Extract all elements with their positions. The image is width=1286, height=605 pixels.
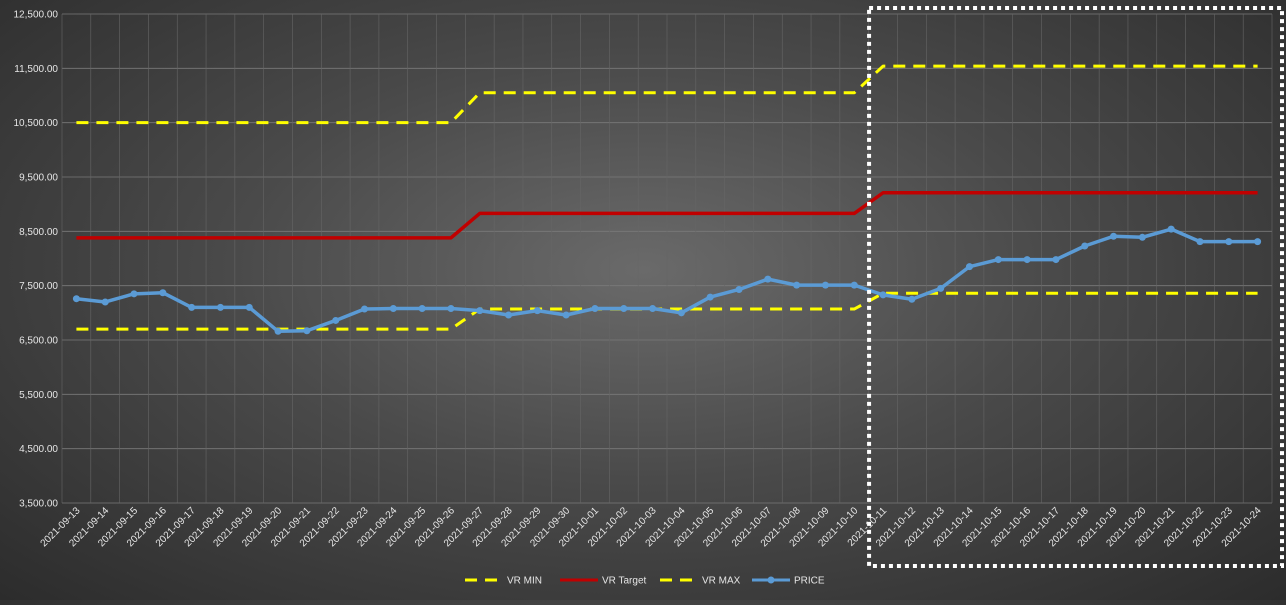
price-point: [447, 304, 455, 312]
price-point: [361, 305, 368, 313]
price-point: [476, 307, 484, 315]
price-point: [994, 256, 1002, 264]
price-point: [533, 307, 541, 315]
price-point: [562, 311, 570, 319]
price-point: [821, 281, 829, 289]
legend-label: PRICE: [794, 576, 825, 587]
highlight-box: [867, 6, 1284, 568]
price-point: [1225, 238, 1233, 246]
y-tick-label: 11,500.00: [14, 64, 58, 75]
price-point: [1110, 232, 1118, 240]
y-tick-label: 6,500.00: [19, 336, 58, 347]
price-point: [101, 298, 109, 306]
price-point: [879, 291, 887, 299]
price-point: [1254, 238, 1262, 246]
price-point: [389, 304, 397, 312]
price-point: [159, 289, 167, 297]
price-point: [908, 295, 916, 303]
price-point: [72, 295, 80, 303]
y-tick-label: 7,500.00: [19, 281, 58, 292]
y-tick-label: 9,500.00: [19, 173, 58, 184]
price-point: [1196, 238, 1204, 246]
legend-label: VR MAX: [702, 576, 741, 587]
price-point: [274, 327, 282, 335]
series-line-vr-max: [76, 64, 1258, 125]
price-point: [677, 309, 685, 317]
price-point: [620, 304, 628, 312]
price-point: [188, 303, 196, 311]
series-line-price: [76, 227, 1258, 334]
price-point: [735, 285, 743, 293]
x-axis-ticks: 2021-09-132021-09-142021-09-152021-09-16…: [39, 505, 1264, 549]
price-point: [1052, 256, 1060, 264]
price-point: [245, 303, 253, 311]
gridlines: [61, 13, 1273, 504]
price-point: [793, 281, 801, 289]
price-point: [937, 284, 945, 292]
price-point: [130, 290, 138, 298]
price-point: [332, 316, 340, 324]
price-point: [418, 304, 426, 312]
price-point: [764, 275, 772, 283]
y-axis-ticks: 3,500.00 4,500.00 5,500.00 6,500.00 7,500.00…: [14, 10, 59, 510]
y-tick-label: 12,500.00: [14, 10, 59, 21]
y-tick-label: 8,500.00: [19, 227, 58, 238]
price-point: [850, 281, 858, 289]
series-lines: [72, 64, 1262, 335]
y-tick-label: 10,500.00: [14, 118, 59, 129]
highlight-box-layer: [867, 6, 1284, 568]
y-tick-label: 3,500.00: [19, 499, 58, 510]
legend: VR MIN VR Target VR MAX PRICE: [465, 576, 825, 587]
price-point: [591, 304, 599, 312]
y-tick-label: 4,500.00: [19, 444, 58, 455]
price-point: [216, 303, 224, 311]
price-point: [649, 304, 657, 312]
price-point: [1138, 233, 1146, 241]
legend-label: VR Target: [602, 576, 647, 587]
legend-marker: [767, 576, 775, 584]
price-point: [1081, 242, 1089, 250]
price-point: [303, 327, 311, 335]
legend-label: VR MIN: [507, 576, 542, 587]
series-line-vr-target: [76, 191, 1258, 240]
price-point: [1023, 256, 1031, 264]
price-point: [706, 293, 714, 301]
y-tick-label: 5,500.00: [19, 390, 58, 401]
price-point: [966, 263, 973, 271]
price-point: [1167, 225, 1175, 233]
price-point: [505, 311, 513, 319]
